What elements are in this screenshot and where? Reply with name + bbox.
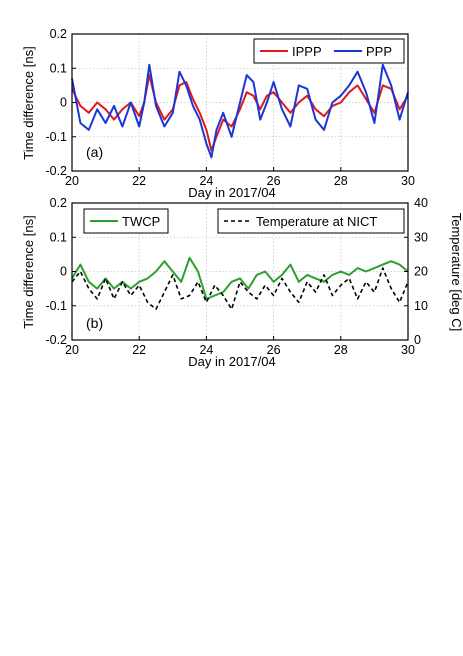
x-tick-label: 26 bbox=[267, 174, 281, 188]
panel-b-label: (b) bbox=[86, 315, 103, 331]
y-tick-label: -0.1 bbox=[45, 130, 67, 144]
y-tick-label: 0.1 bbox=[50, 61, 67, 75]
series-line-twcp bbox=[71, 256, 409, 300]
panel-b-legend: TWCP Temperature at NICT bbox=[83, 208, 405, 234]
x-tick-label: 28 bbox=[334, 174, 348, 188]
y-tick-label: 0.2 bbox=[50, 27, 67, 41]
x-tick-label: 20 bbox=[65, 343, 79, 357]
panel-a-y-axis-label: Time difference [ns] bbox=[21, 46, 36, 159]
x-tick-label: 20 bbox=[65, 174, 79, 188]
series-line-ippp bbox=[71, 74, 409, 152]
panel-b-ticks: 20 22 24 26 28 30 0.2 0.1 0 -0.1 -0.2 40 30 20 10 0 bbox=[45, 196, 427, 357]
y-tick-label: -0.1 bbox=[45, 299, 67, 313]
x-tick-label: 22 bbox=[132, 174, 146, 188]
series-line-temperature-at-nict bbox=[71, 267, 409, 311]
panel-b-series bbox=[71, 256, 409, 311]
panel-a-x-axis-label: Day in 2017/04 bbox=[188, 185, 275, 200]
y-tick-label: 0 bbox=[60, 96, 67, 110]
panel-a: 20 22 24 26 28 30 0.2 0.1 0 -0.1 -0.2 Day in 2017/… bbox=[21, 27, 415, 200]
legend-temperature-label: Temperature at NICT bbox=[256, 214, 377, 229]
y2-tick-label: 30 bbox=[414, 230, 428, 244]
y-tick-label: -0.2 bbox=[45, 164, 67, 178]
y-tick-label: 0 bbox=[60, 265, 67, 279]
y-tick-label: 0.2 bbox=[50, 196, 67, 210]
y2-tick-label: 0 bbox=[414, 333, 421, 347]
panel-a-series bbox=[71, 63, 409, 159]
panel-b: 20 22 24 26 28 30 0.2 0.1 0 -0.1 -0.2 40 30 20 10 0 Day… bbox=[21, 196, 463, 369]
x-tick-label: 24 bbox=[199, 343, 213, 357]
legend-ppp-label: PPP bbox=[366, 44, 392, 59]
panel-b-y2-axis-label: Temperature [deg C] bbox=[449, 213, 463, 332]
x-tick-label: 30 bbox=[401, 174, 415, 188]
legend-twcp-label: TWCP bbox=[122, 214, 160, 229]
x-tick-label: 30 bbox=[401, 343, 415, 357]
y2-tick-label: 40 bbox=[414, 196, 428, 210]
y2-tick-label: 20 bbox=[414, 265, 428, 279]
series-line-ppp bbox=[71, 63, 409, 159]
legend-ippp-label: IPPP bbox=[292, 44, 322, 59]
panel-b-y-axis-label: Time difference [ns] bbox=[21, 215, 36, 328]
y-tick-label: -0.2 bbox=[45, 333, 67, 347]
x-tick-label: 28 bbox=[334, 343, 348, 357]
panel-b-x-axis-label: Day in 2017/04 bbox=[188, 354, 275, 369]
panel-a-label: (a) bbox=[86, 144, 103, 160]
x-tick-label: 24 bbox=[199, 174, 213, 188]
y2-tick-label: 10 bbox=[414, 299, 428, 313]
y-tick-label: 0.1 bbox=[50, 230, 67, 244]
panel-a-ticks: 20 22 24 26 28 30 0.2 0.1 0 -0.1 -0.2 bbox=[45, 27, 415, 188]
panel-a-legend: IPPP PPP bbox=[253, 38, 405, 64]
x-tick-label: 22 bbox=[132, 343, 146, 357]
x-tick-label: 26 bbox=[267, 343, 281, 357]
